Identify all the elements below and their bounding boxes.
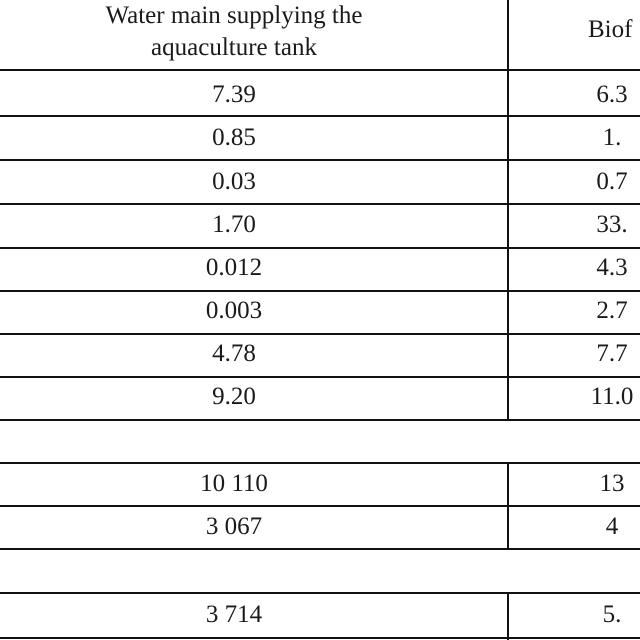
- row-divider: [0, 159, 640, 161]
- row-divider: [0, 333, 640, 335]
- table-cell-water-main: 7.39: [212, 81, 256, 108]
- table-cell-water-main: 9.20: [212, 383, 256, 410]
- table-cell-biofilter: 4: [605, 513, 619, 540]
- row-divider: [0, 376, 640, 378]
- table-cell-biofilter: 7.7: [596, 340, 628, 367]
- table-cell-biofilter: 13: [599, 470, 625, 497]
- table-cell-water-main: 4.78: [212, 340, 256, 367]
- column-header-water-main-line2: aquaculture tank: [151, 34, 317, 61]
- table-cell-biofilter: 11.0: [590, 383, 634, 410]
- row-divider: [0, 203, 640, 205]
- table-cell-biofilter: 1.: [602, 124, 622, 151]
- table-cell-water-main: 0.03: [212, 168, 256, 195]
- row-divider: [0, 115, 640, 117]
- table-cell-water-main: 0.85: [212, 124, 256, 151]
- header-divider: [0, 69, 640, 71]
- section-divider: [0, 419, 640, 421]
- table-cell-water-main: 3 714: [205, 601, 263, 628]
- column-divider: [507, 462, 509, 550]
- table-cell-biofilter: 33.: [596, 211, 628, 238]
- table-cell-biofilter: 4.3: [596, 254, 628, 281]
- table-cell-water-main: 10 110: [200, 470, 268, 497]
- table-cell-water-main: 3 067: [205, 513, 263, 540]
- column-divider: [507, 592, 509, 640]
- table-cell-water-main: 1.70: [212, 211, 256, 238]
- table-cell-water-main: 0.012: [205, 254, 263, 281]
- bottom-divider: [0, 637, 640, 639]
- table-cell-biofilter: 5.: [602, 601, 622, 628]
- row-divider: [0, 290, 640, 292]
- table-cell-biofilter: 2.7: [596, 297, 628, 324]
- column-header-water-main-line1: Water main supplying the: [105, 2, 363, 29]
- section-divider: [0, 462, 640, 464]
- row-divider: [0, 505, 640, 507]
- column-divider: [507, 0, 509, 420]
- table-cell-water-main: 0.003: [205, 297, 263, 324]
- section-divider: [0, 592, 640, 594]
- column-header-water-main: Water main supplying the aquaculture tan…: [0, 0, 468, 64]
- table-cell-biofilter: 0.7: [596, 168, 628, 195]
- row-divider: [0, 247, 640, 249]
- table-cell-biofilter: 6.3: [596, 81, 628, 108]
- column-header-biofilter: Biof: [588, 16, 633, 43]
- row-divider: [0, 548, 640, 550]
